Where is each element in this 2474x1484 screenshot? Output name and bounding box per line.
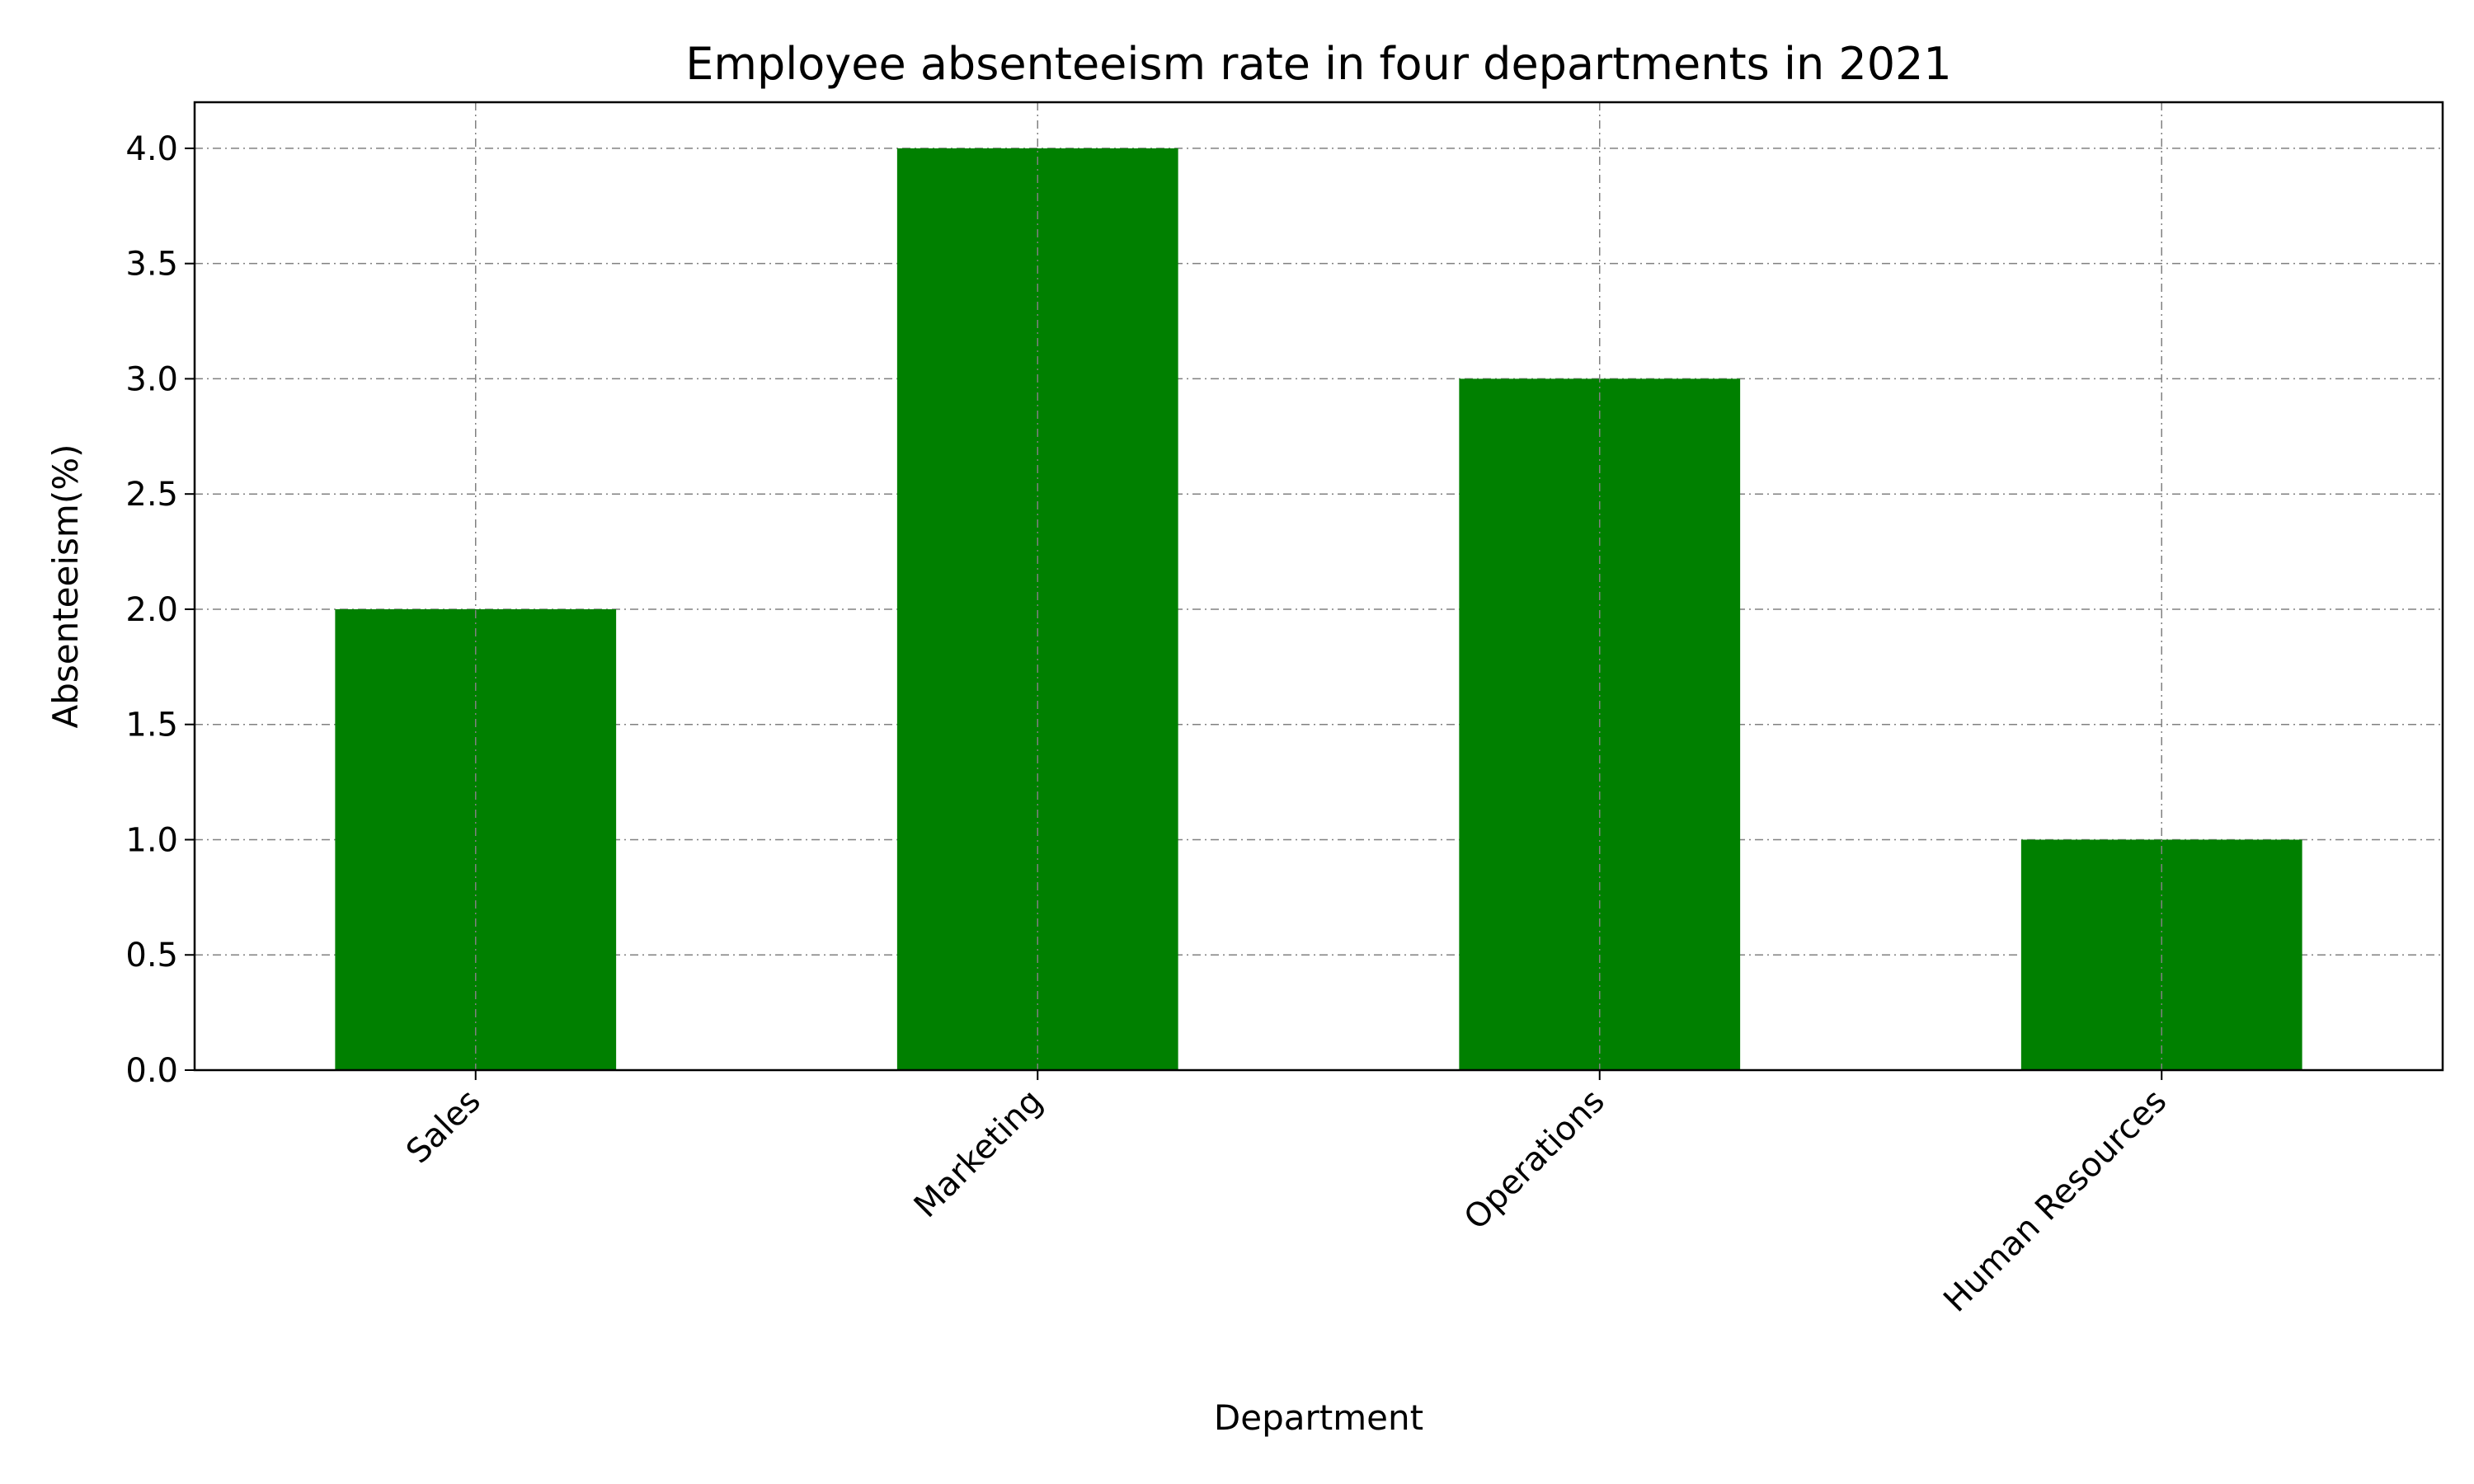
chart-title: Employee absenteeism rate in four depart… — [685, 38, 1952, 90]
y-tick-label: 3.0 — [125, 360, 178, 398]
y-tick-label: 1.5 — [125, 707, 178, 744]
y-tick-label: 4.0 — [125, 130, 178, 168]
y-tick-label: 0.0 — [125, 1052, 178, 1090]
y-tick-label: 0.5 — [125, 937, 178, 974]
y-axis-ticks: 0.0 0.5 1.0 1.5 2.0 2.5 3.0 3.5 4.0 — [125, 130, 195, 1090]
x-axis-label: Department — [1214, 1397, 1423, 1438]
y-tick-label: 2.5 — [125, 476, 178, 514]
y-tick-label: 1.0 — [125, 821, 178, 859]
y-tick-label: 2.0 — [125, 591, 178, 629]
y-tick-label: 3.5 — [125, 246, 178, 284]
y-axis-label: Absenteeism(%) — [45, 444, 86, 728]
vertical-grid-layer — [475, 102, 2162, 1070]
plot-frame — [193, 101, 2444, 1072]
